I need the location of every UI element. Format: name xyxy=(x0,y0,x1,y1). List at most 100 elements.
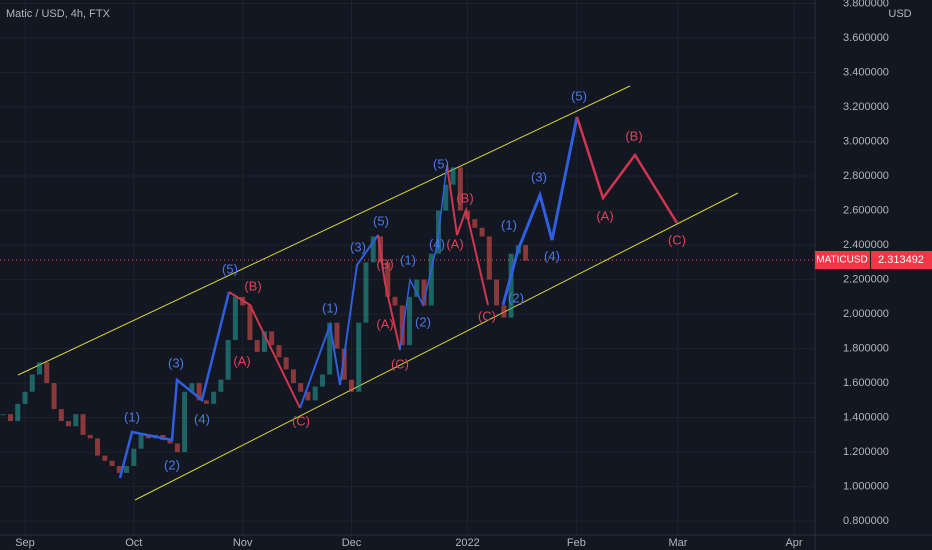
candle xyxy=(189,383,195,392)
x-tick-label: 2022 xyxy=(455,537,479,549)
wave-impulse xyxy=(299,234,379,409)
candle xyxy=(44,362,50,384)
wave-correction xyxy=(446,164,489,306)
y-tick-label: 3.400000 xyxy=(843,66,889,78)
wave-label: (A) xyxy=(233,353,250,368)
y-tick-label: 2.000000 xyxy=(843,308,889,320)
wave-label: (5) xyxy=(433,156,449,171)
candle xyxy=(131,448,137,466)
wave-label: (2) xyxy=(508,290,524,305)
candle xyxy=(414,279,420,297)
candle xyxy=(428,253,434,306)
y-tick-label: 1.200000 xyxy=(843,446,889,458)
y-tick-label: 0.800000 xyxy=(843,515,889,527)
last-price-label: 2.313492 xyxy=(878,254,924,266)
wave-label: (A) xyxy=(376,316,393,331)
x-tick-label: Mar xyxy=(668,537,687,549)
wave-projection-correction xyxy=(575,116,679,224)
candle xyxy=(407,296,413,346)
symbol-label: MATICUSD xyxy=(816,255,867,266)
candle xyxy=(450,167,456,185)
wave-label: (5) xyxy=(222,261,238,276)
y-tick-label: 1.400000 xyxy=(843,412,889,424)
wave-label: (1) xyxy=(124,409,140,424)
candle xyxy=(247,305,253,340)
candle xyxy=(124,465,130,473)
candle xyxy=(305,391,311,401)
channel-upper xyxy=(17,85,631,376)
candle xyxy=(15,403,21,422)
candle xyxy=(95,438,101,456)
wave-label: (4) xyxy=(194,411,210,426)
wave-label: (C) xyxy=(478,308,496,323)
price-tag xyxy=(871,250,932,269)
candle xyxy=(73,414,79,427)
candle xyxy=(203,400,209,404)
wave-label: (3) xyxy=(350,239,366,254)
candle xyxy=(501,305,507,318)
wave-projection xyxy=(501,116,579,306)
y-tick-label: 3.000000 xyxy=(843,135,889,147)
candle xyxy=(51,383,57,410)
candle xyxy=(290,369,296,384)
candle xyxy=(298,383,304,392)
y-tick-label: 2.800000 xyxy=(843,170,889,182)
candle xyxy=(319,374,325,387)
candle xyxy=(58,409,64,422)
wave-label: (2) xyxy=(164,457,180,472)
candle xyxy=(370,236,376,263)
candle xyxy=(66,421,72,427)
x-tick-label: Dec xyxy=(342,537,362,549)
candle xyxy=(327,322,333,375)
candle xyxy=(254,339,260,353)
y-tick-label: 3.600000 xyxy=(843,32,889,44)
candle xyxy=(479,227,485,237)
symbol-tag xyxy=(815,250,870,269)
wave-label: (4) xyxy=(544,248,560,263)
candle xyxy=(138,434,144,449)
y-tick-label: 3.800000 xyxy=(843,0,889,9)
wave-label: (B) xyxy=(625,128,642,143)
wave-correction xyxy=(228,291,301,409)
candle xyxy=(312,386,318,401)
candle xyxy=(232,296,238,340)
candle xyxy=(218,379,224,392)
wave-impulse xyxy=(399,164,448,351)
y-tick-label: 1.600000 xyxy=(843,377,889,389)
wave-label: (C) xyxy=(292,413,310,428)
candle xyxy=(421,279,427,306)
chart-title: Matic / USD, 4h, FTX xyxy=(6,8,111,20)
candle xyxy=(87,434,93,439)
y-tick-label: 2.400000 xyxy=(843,239,889,251)
candle xyxy=(29,374,35,392)
candle xyxy=(167,440,173,444)
candle xyxy=(211,391,217,404)
candle xyxy=(356,322,362,392)
candle xyxy=(22,391,28,404)
y-tick-label: 3.200000 xyxy=(843,101,889,113)
candle xyxy=(269,331,275,346)
channel-lower xyxy=(134,192,739,501)
candle xyxy=(523,245,529,261)
wave-label: (1) xyxy=(400,252,416,267)
candle xyxy=(443,184,449,211)
candle xyxy=(109,460,115,466)
candle xyxy=(196,383,202,401)
wave-label: (C) xyxy=(391,356,409,371)
candle xyxy=(392,296,398,306)
candle xyxy=(7,414,13,422)
candle xyxy=(341,348,347,380)
y-tick-label: 2.600000 xyxy=(843,204,889,216)
wave-label: (5) xyxy=(571,88,587,103)
candle xyxy=(145,434,151,439)
candle xyxy=(182,391,188,453)
wave-label: (4) xyxy=(429,236,445,251)
x-tick-label: Nov xyxy=(233,537,253,549)
candle xyxy=(385,262,391,297)
candle xyxy=(80,414,86,435)
wave-label: (A) xyxy=(596,208,613,223)
y-tick-label: 1.800000 xyxy=(843,343,889,355)
x-tick-label: Apr xyxy=(785,537,802,549)
candle xyxy=(0,414,6,416)
